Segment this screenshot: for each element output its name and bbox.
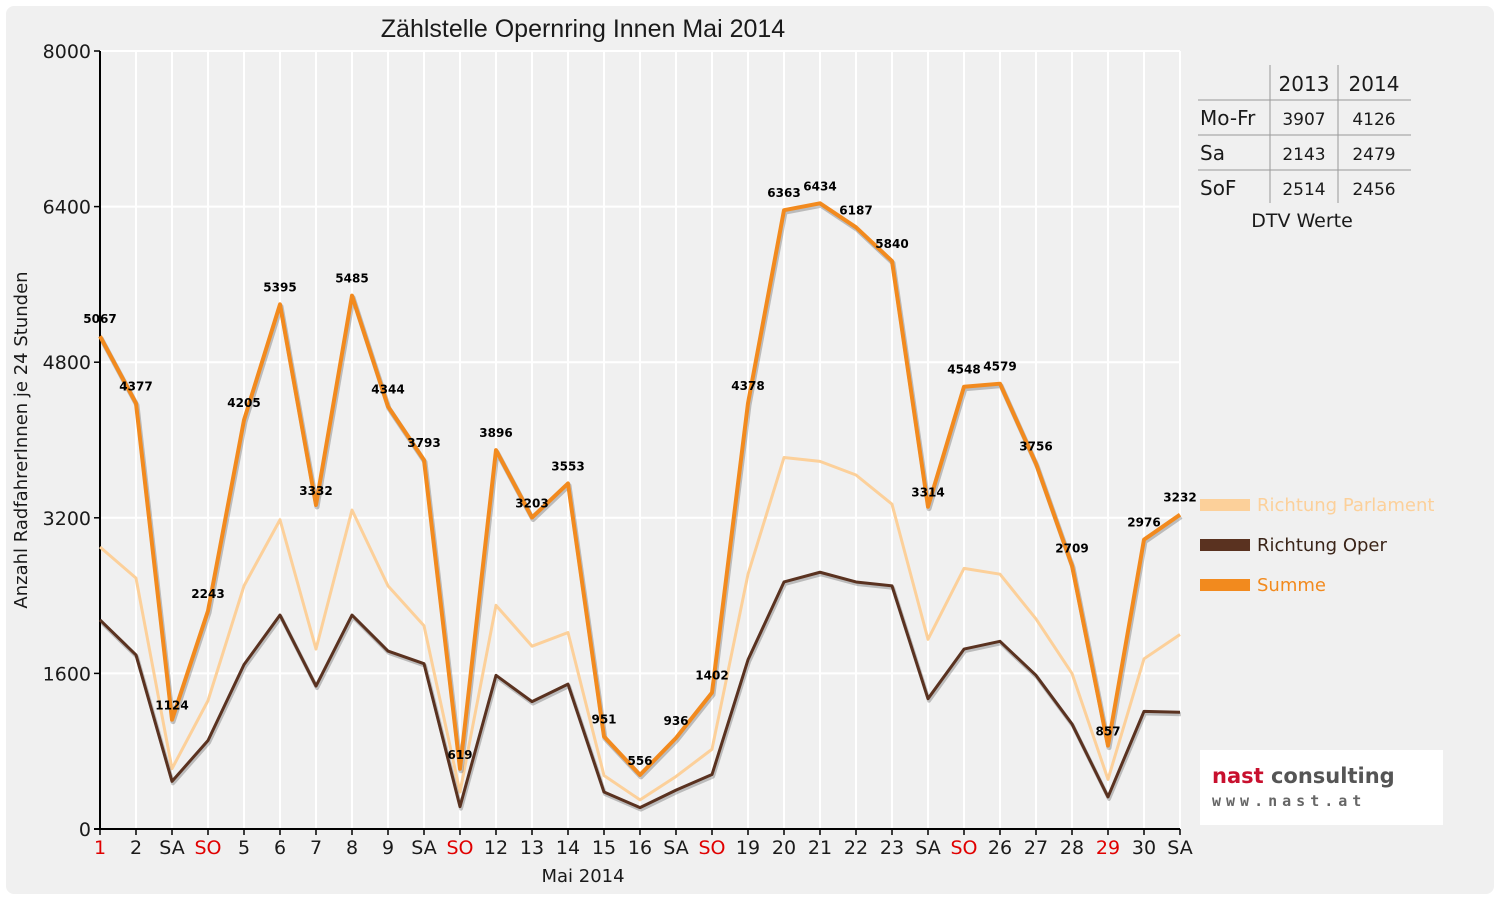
- data-label: 6187: [839, 203, 872, 217]
- data-label: 619: [447, 748, 472, 762]
- table-cell: 4126: [1352, 110, 1395, 130]
- x-tick-label: SO: [446, 837, 473, 859]
- data-label: 4377: [119, 379, 152, 393]
- data-label: 4344: [371, 383, 404, 397]
- x-tick-label: 9: [382, 837, 394, 859]
- x-tick-label: 26: [988, 837, 1012, 859]
- table-row-label: SoF: [1200, 176, 1236, 200]
- data-label: 5485: [335, 272, 368, 286]
- table-cell: 2479: [1352, 145, 1395, 165]
- logo: nast consulting www.nast.at: [1200, 750, 1443, 825]
- table-header-cell: 2014: [1349, 72, 1400, 96]
- logo-name-part1: nast: [1212, 764, 1264, 788]
- x-tick-label: 23: [880, 837, 904, 859]
- data-label: 6434: [803, 179, 836, 193]
- x-tick-label: 13: [520, 837, 544, 859]
- y-tick-label: 6400: [43, 197, 91, 219]
- data-label: 5395: [263, 280, 296, 294]
- series-line-oper: [98, 570, 1181, 810]
- data-label: 4548: [947, 363, 980, 377]
- legend-label: Richtung Oper: [1257, 535, 1388, 556]
- data-label: 3756: [1019, 440, 1052, 454]
- x-axis-label: Mai 2014: [541, 866, 624, 887]
- legend-swatch: [1200, 499, 1250, 511]
- x-tick-label: 28: [1060, 837, 1084, 859]
- x-tick-label: 20: [772, 837, 796, 859]
- data-label: 3553: [551, 459, 584, 473]
- x-tick-label: 19: [736, 837, 760, 859]
- x-tick-label: 6: [274, 837, 286, 859]
- y-tick-label: 4800: [43, 352, 91, 374]
- data-label: 556: [627, 754, 652, 768]
- data-label: 3332: [299, 484, 332, 498]
- data-label: 951: [591, 713, 616, 727]
- x-tick-label: SA: [915, 837, 940, 859]
- y-tick-label: 1600: [43, 663, 91, 685]
- x-tick-label: SO: [194, 837, 221, 859]
- x-tick-label: 29: [1096, 837, 1120, 859]
- data-label: 3793: [407, 436, 440, 450]
- x-tick-label: 1: [94, 837, 106, 859]
- table-row-label: Sa: [1200, 141, 1225, 165]
- x-tick-label: SO: [698, 837, 725, 859]
- data-label: 4579: [983, 360, 1016, 374]
- data-label: 1124: [155, 699, 188, 713]
- y-tick-label: 3200: [43, 508, 91, 530]
- data-label: 3203: [515, 497, 548, 511]
- table-caption: DTV Werte: [1251, 210, 1353, 232]
- y-tick-label: 0: [79, 819, 91, 841]
- legend-swatch: [1200, 539, 1250, 551]
- x-tick-label: 7: [310, 837, 322, 859]
- chart-title: Zählstelle Opernring Innen Mai 2014: [381, 15, 786, 43]
- table-cell: 2514: [1282, 180, 1325, 200]
- data-label: 6363: [767, 186, 800, 200]
- x-tick-label: 12: [484, 837, 508, 859]
- logo-name-part2: consulting: [1263, 764, 1395, 788]
- table-cell: 2143: [1282, 145, 1325, 165]
- x-tick-label: SA: [411, 837, 436, 859]
- data-label: 3896: [479, 426, 512, 440]
- data-label: 4378: [731, 379, 764, 393]
- x-tick-label: SA: [159, 837, 184, 859]
- x-tick-label: SA: [1167, 837, 1192, 859]
- series-line-parlament: [99, 456, 1181, 802]
- x-tick-label: 8: [346, 837, 358, 859]
- legend-label: Summe: [1257, 575, 1326, 596]
- y-tick-label: 8000: [43, 41, 91, 63]
- data-label: 3232: [1163, 491, 1196, 505]
- x-tick-label: 22: [844, 837, 868, 859]
- table-cell: 2456: [1352, 180, 1395, 200]
- data-label: 5067: [83, 312, 116, 326]
- logo-url: www.nast.at: [1212, 792, 1367, 810]
- data-label: 857: [1095, 725, 1120, 739]
- x-tick-label: SA: [663, 837, 688, 859]
- data-label: 2243: [191, 587, 224, 601]
- x-tick-label: 21: [808, 837, 832, 859]
- logo-name: nast consulting: [1212, 764, 1395, 788]
- x-tick-label: SO: [950, 837, 977, 859]
- series-line-summe: [98, 201, 1182, 777]
- table-row-label: Mo-Fr: [1200, 106, 1256, 130]
- x-tick-label: 30: [1132, 837, 1156, 859]
- legend-label: Richtung Parlament: [1257, 495, 1434, 516]
- y-axis-label: Anzahl RadfahrerInnen je 24 Stunden: [11, 271, 32, 608]
- data-label: 4205: [227, 396, 260, 410]
- x-tick-label: 15: [592, 837, 616, 859]
- data-label: 2709: [1055, 542, 1088, 556]
- table-cell: 3907: [1282, 110, 1325, 130]
- data-label: 1402: [695, 669, 728, 683]
- x-tick-label: 27: [1024, 837, 1048, 859]
- table-header-cell: 2013: [1279, 72, 1330, 96]
- x-tick-label: 14: [556, 837, 580, 859]
- data-label: 3314: [911, 486, 944, 500]
- legend-swatch: [1200, 579, 1250, 591]
- data-label: 5840: [875, 237, 908, 251]
- data-label: 2976: [1127, 516, 1160, 530]
- x-tick-label: 16: [628, 837, 652, 859]
- data-label: 936: [663, 714, 688, 728]
- x-tick-label: 2: [130, 837, 142, 859]
- x-tick-label: 5: [238, 837, 250, 859]
- chart-background: [6, 6, 1494, 894]
